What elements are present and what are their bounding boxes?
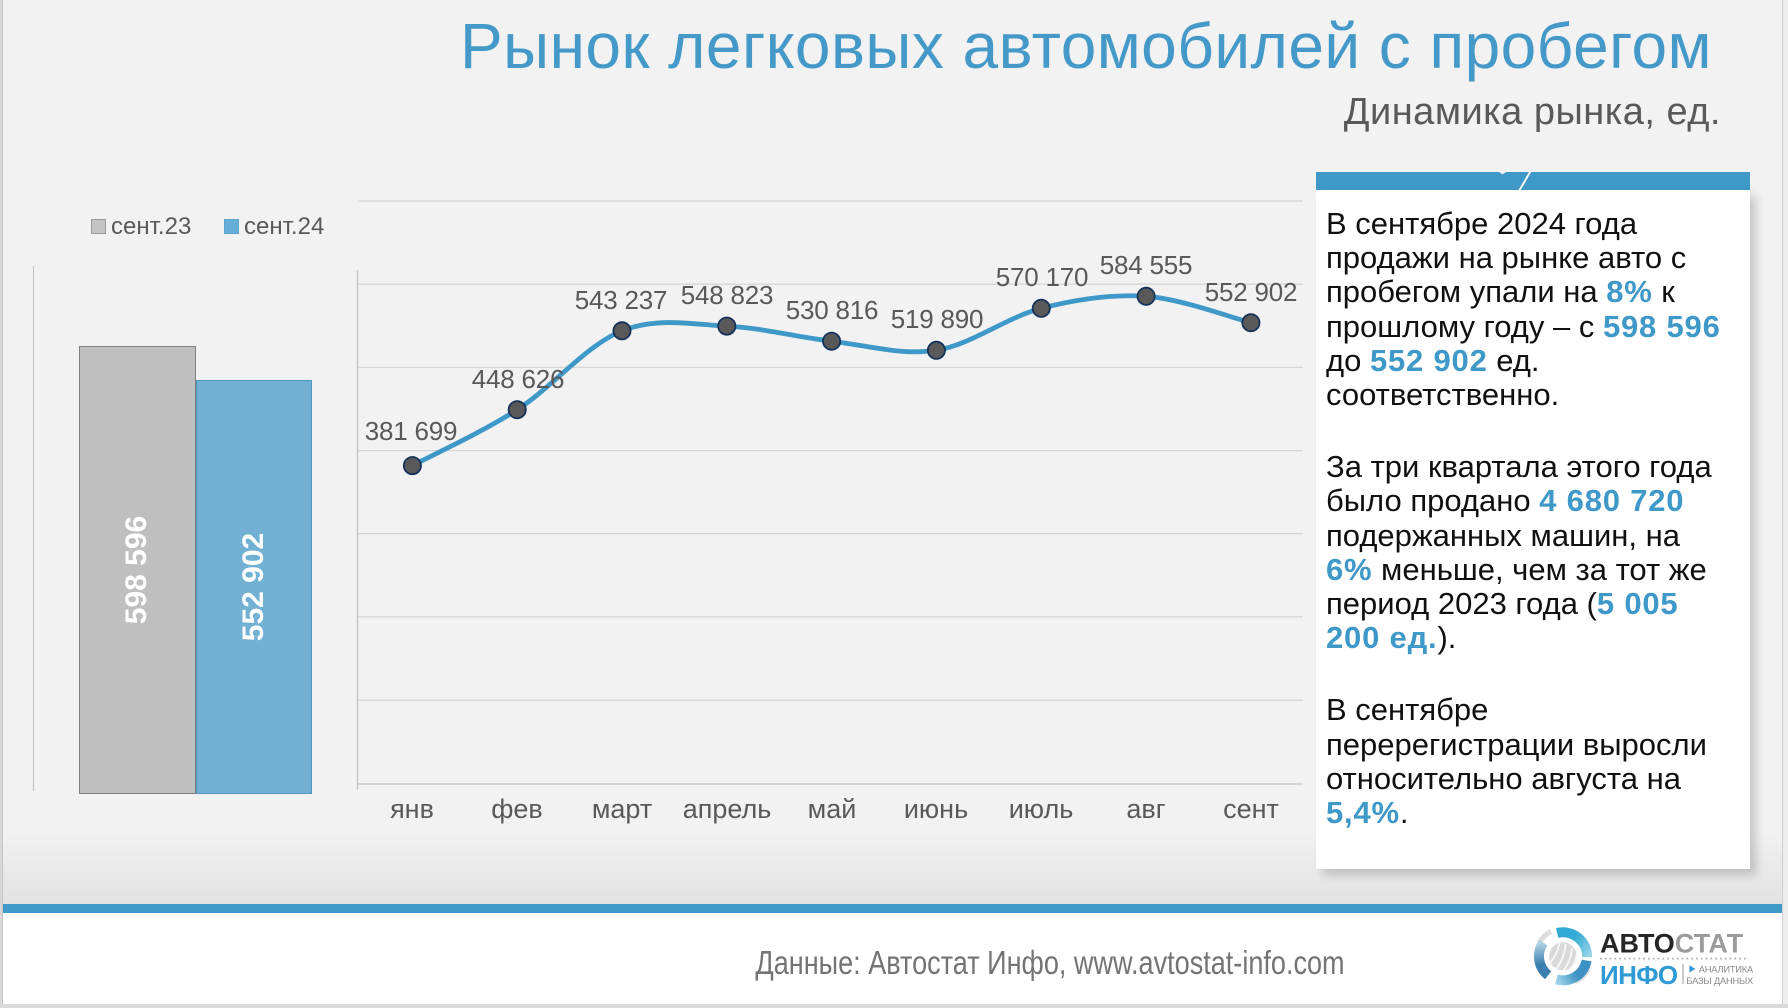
svg-text:авг: авг	[1126, 794, 1165, 824]
svg-text:ИНФО: ИНФО	[1600, 960, 1678, 990]
svg-text:фев: фев	[491, 794, 543, 824]
svg-text:июль: июль	[1009, 794, 1074, 824]
svg-text:548 823: 548 823	[681, 280, 774, 310]
svg-text:янв: янв	[390, 794, 434, 824]
svg-text:519 890: 519 890	[891, 304, 984, 334]
svg-text:543 237: 543 237	[575, 285, 668, 315]
svg-text:584 555: 584 555	[1100, 250, 1193, 280]
svg-text:БАЗЫ ДАННЫХ: БАЗЫ ДАННЫХ	[1686, 976, 1753, 986]
svg-text:570 170: 570 170	[996, 262, 1089, 292]
svg-text:май: май	[808, 794, 857, 824]
svg-text:АВТОСТАТ: АВТОСТАТ	[1600, 929, 1744, 959]
svg-text:АНАЛИТИКА: АНАЛИТИКА	[1699, 965, 1754, 975]
svg-text:сент: сент	[1223, 794, 1279, 824]
svg-text:381 699: 381 699	[365, 416, 458, 446]
svg-text:март: март	[592, 794, 652, 824]
svg-text:552 902: 552 902	[1205, 277, 1298, 307]
svg-text:448 626: 448 626	[472, 364, 565, 394]
svg-text:апрель: апрель	[683, 794, 772, 824]
svg-text:530 816: 530 816	[786, 295, 879, 325]
svg-text:июнь: июнь	[904, 794, 968, 824]
